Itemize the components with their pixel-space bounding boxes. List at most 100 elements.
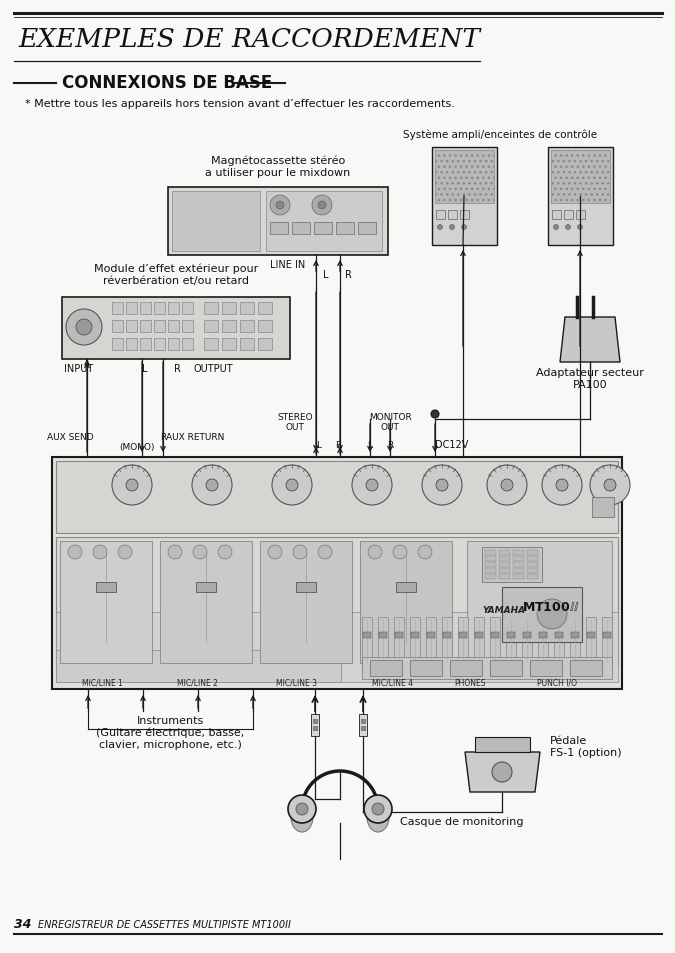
Circle shape: [436, 479, 448, 492]
Circle shape: [66, 310, 102, 346]
Bar: [450, 660, 482, 677]
Text: L: L: [323, 270, 329, 280]
Text: (MONO): (MONO): [119, 442, 155, 452]
Bar: [56, 613, 618, 682]
Text: * Mettre tous les appareils hors tension avant d’effectuer les raccordements.: * Mettre tous les appareils hors tension…: [25, 99, 455, 109]
Circle shape: [487, 465, 527, 505]
Bar: [168, 338, 179, 351]
Bar: [363, 633, 371, 639]
Circle shape: [492, 762, 512, 782]
Circle shape: [192, 465, 232, 505]
Bar: [154, 320, 165, 333]
Bar: [204, 338, 218, 351]
Text: EXEMPLES DE RACCORDEMENT: EXEMPLES DE RACCORDEMENT: [18, 27, 480, 52]
Bar: [222, 320, 236, 333]
Circle shape: [450, 225, 454, 231]
Bar: [266, 192, 382, 252]
Bar: [548, 148, 613, 246]
Bar: [499, 557, 510, 561]
Circle shape: [268, 545, 282, 559]
Text: Magnétocassette stéréo
a utiliser pour le mixdown: Magnétocassette stéréo a utiliser pour l…: [205, 155, 350, 178]
Bar: [168, 188, 388, 255]
Bar: [513, 575, 524, 579]
Text: Pédale
FS-1 (option): Pédale FS-1 (option): [550, 736, 622, 758]
Text: MIC/LINE 1: MIC/LINE 1: [82, 679, 122, 687]
Bar: [485, 557, 496, 561]
Text: INPUT: INPUT: [64, 364, 93, 374]
Text: L: L: [367, 440, 373, 450]
Bar: [222, 338, 236, 351]
Bar: [112, 338, 123, 351]
Bar: [586, 618, 596, 667]
Text: YAMAHA: YAMAHA: [482, 605, 525, 615]
Text: DC12V: DC12V: [435, 439, 468, 450]
Circle shape: [270, 195, 290, 215]
Bar: [523, 633, 531, 639]
Bar: [527, 557, 538, 561]
Bar: [358, 223, 376, 234]
Bar: [555, 633, 563, 639]
Text: CONNEXIONS DE BASE: CONNEXIONS DE BASE: [62, 74, 272, 91]
Bar: [360, 541, 452, 663]
Polygon shape: [465, 752, 540, 792]
Bar: [140, 303, 151, 314]
Bar: [126, 303, 137, 314]
Bar: [240, 320, 254, 333]
Text: R: R: [344, 270, 352, 280]
Circle shape: [296, 803, 308, 815]
Bar: [570, 660, 602, 677]
Circle shape: [288, 795, 316, 823]
Bar: [359, 714, 367, 737]
Bar: [551, 151, 610, 204]
Bar: [112, 320, 123, 333]
Bar: [426, 618, 436, 667]
Text: R: R: [160, 433, 166, 441]
Bar: [140, 338, 151, 351]
Bar: [411, 633, 419, 639]
Bar: [260, 541, 352, 663]
Text: R: R: [335, 440, 341, 450]
Polygon shape: [560, 317, 620, 363]
Text: OUTPUT: OUTPUT: [194, 364, 234, 374]
Bar: [361, 720, 365, 723]
Bar: [539, 633, 547, 639]
Circle shape: [112, 465, 152, 505]
Circle shape: [272, 465, 312, 505]
Bar: [482, 547, 542, 582]
Bar: [502, 587, 582, 642]
Bar: [490, 618, 500, 667]
Text: MIC/LINE 3: MIC/LINE 3: [277, 679, 317, 687]
Text: L: L: [142, 364, 148, 374]
Bar: [240, 338, 254, 351]
Circle shape: [93, 545, 107, 559]
Text: LINE IN: LINE IN: [270, 260, 305, 270]
Bar: [527, 568, 538, 574]
Bar: [370, 660, 402, 677]
Bar: [527, 551, 538, 556]
Bar: [474, 618, 484, 667]
Circle shape: [542, 465, 582, 505]
Bar: [499, 568, 510, 574]
Bar: [112, 303, 123, 314]
Bar: [394, 618, 404, 667]
Bar: [513, 551, 524, 556]
Bar: [182, 303, 193, 314]
Bar: [459, 633, 467, 639]
Text: MT100$\mathbb{II}$: MT100$\mathbb{II}$: [522, 600, 579, 614]
Circle shape: [501, 479, 513, 492]
Bar: [96, 582, 116, 593]
Circle shape: [590, 465, 630, 505]
Text: MIC/LINE 4: MIC/LINE 4: [371, 679, 412, 687]
Circle shape: [364, 795, 392, 823]
Bar: [258, 320, 272, 333]
Bar: [513, 562, 524, 567]
Bar: [443, 633, 451, 639]
Bar: [442, 618, 452, 667]
Bar: [172, 192, 260, 252]
Bar: [576, 211, 585, 220]
Bar: [499, 562, 510, 567]
Circle shape: [76, 319, 92, 335]
Circle shape: [352, 465, 392, 505]
Circle shape: [293, 545, 307, 559]
Bar: [435, 151, 494, 204]
